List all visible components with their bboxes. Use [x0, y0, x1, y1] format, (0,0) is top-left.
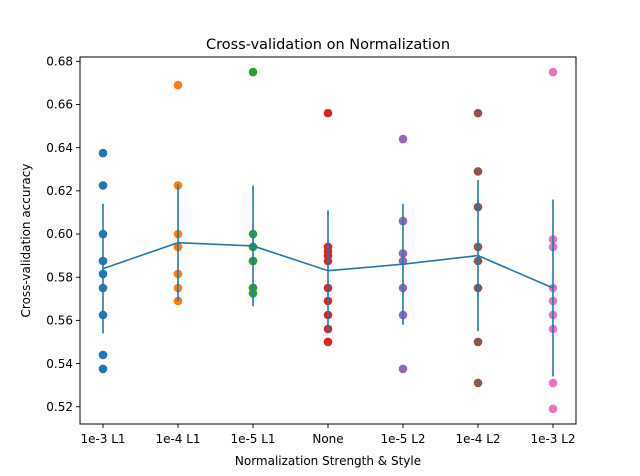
scatter-point — [398, 134, 408, 144]
y-tick-label: 0.58 — [46, 270, 73, 284]
scatter-point — [548, 67, 558, 77]
scatter-point — [173, 296, 183, 306]
y-tick-label: 0.66 — [46, 98, 73, 112]
y-tick-label: 0.62 — [46, 184, 73, 198]
plot-frame — [79, 56, 577, 425]
x-axis-label: Normalization Strength & Style — [235, 454, 421, 468]
scatter-point — [548, 378, 558, 388]
y-tick-label: 0.54 — [46, 357, 73, 371]
scatter-point — [173, 80, 183, 90]
mean-line — [102, 241, 554, 289]
x-tick-label: 1e-5 L1 — [230, 432, 275, 446]
scatter-point — [98, 148, 108, 158]
x-tick-label: 1e-4 L1 — [155, 432, 200, 446]
y-tick-label: 0.64 — [46, 141, 73, 155]
scatter-point — [473, 167, 483, 176]
scatter-point — [473, 108, 483, 118]
y-tick-label: 0.60 — [46, 227, 73, 241]
x-tick-label: 1e-3 L1 — [80, 432, 125, 446]
scatter-point — [98, 350, 108, 360]
scatter-point — [248, 67, 258, 77]
scatter-point — [473, 337, 483, 347]
scatter-point — [398, 364, 408, 374]
y-axis: 0.52 0.54 0.56 0.58 0.60 0.62 0.64 0.66 0.68 — [46, 55, 80, 414]
chart-title: Cross-validation on Normalization — [206, 37, 450, 53]
y-tick-label: 0.68 — [46, 55, 73, 69]
y-axis-label: Cross-validation accuracy — [19, 164, 33, 318]
scatter-point — [323, 337, 333, 347]
scatter-point — [473, 378, 483, 388]
y-tick-label: 0.52 — [46, 400, 73, 414]
y-tick-label: 0.56 — [46, 314, 73, 328]
x-axis: 1e-3 L1 1e-4 L1 1e-5 L1 None 1e-5 L2 1e-4 L2 1… — [80, 424, 576, 446]
x-tick-label: None — [312, 432, 343, 446]
scatter-point — [98, 364, 108, 374]
plot-area — [98, 67, 558, 414]
x-tick-label: 1e-4 L2 — [455, 432, 500, 446]
x-tick-label: 1e-3 L2 — [530, 432, 575, 446]
scatter-point — [548, 404, 558, 414]
scatter-point — [98, 181, 108, 190]
x-tick-label: 1e-5 L2 — [380, 432, 425, 446]
scatter-point — [323, 108, 333, 118]
